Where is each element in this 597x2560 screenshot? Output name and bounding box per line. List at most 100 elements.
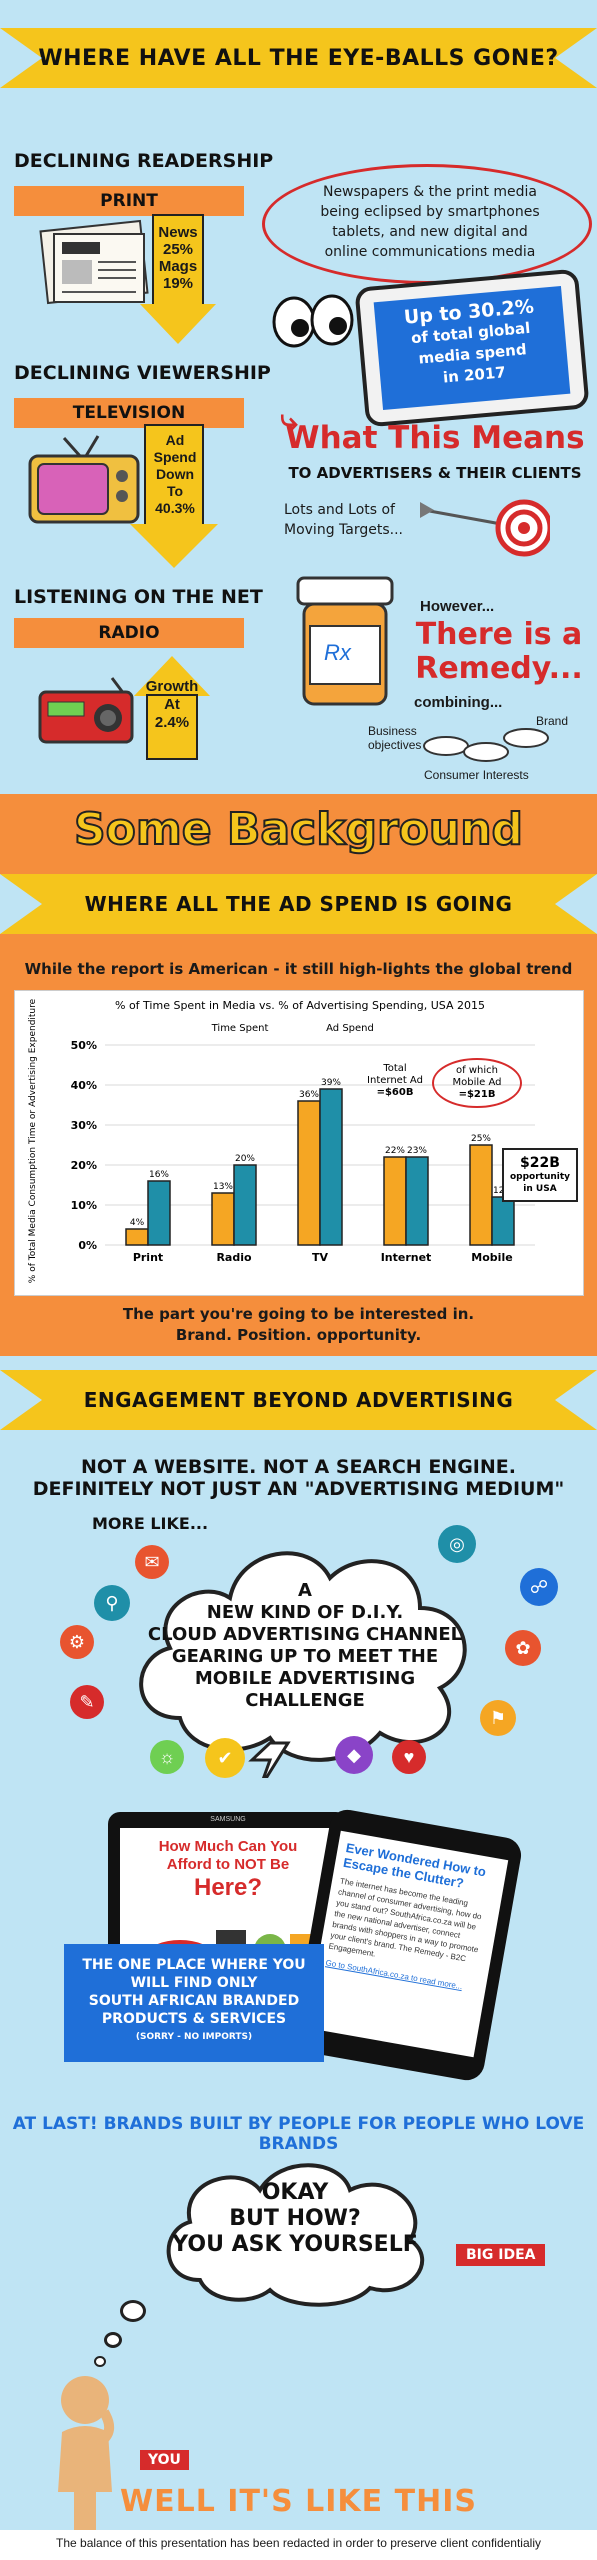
eyes-icon <box>270 290 360 350</box>
gear-icon: ⚙ <box>60 1625 94 1659</box>
page-title: WHERE HAVE ALL THE EYE-BALLS GONE? <box>38 45 559 71</box>
tv-stat-line: To <box>166 483 184 499</box>
callout-line: online communications media <box>324 244 536 260</box>
one-place-line: PRODUCTS & SERVICES <box>101 2011 287 2027</box>
legend-series-label: Time Spent <box>211 1023 269 1034</box>
phone-display: Ever Wondered How to Escape the Clutter?… <box>306 1830 509 2058</box>
print-tab: PRINT <box>14 186 244 216</box>
targets-text: Lots and Lots of Moving Targets... <box>284 500 403 540</box>
tag-icon: ⚑ <box>480 1700 516 1736</box>
targets-line: Moving Targets... <box>284 522 403 538</box>
thought-bubble-large <box>120 2300 146 2322</box>
tablet-brand: SAMSUNG <box>210 1816 246 1823</box>
tv-icon <box>24 430 144 530</box>
chart-data-label: 20% <box>235 1154 255 1164</box>
engagement-line: DEFINITELY NOT JUST AN "ADVERTISING MEDI… <box>32 1478 565 1500</box>
chart-bar <box>405 1156 429 1246</box>
thought-line: BUT HOW? <box>229 2206 361 2231</box>
tv-tab: TELEVISION <box>14 398 244 428</box>
radio-heading: LISTENING ON THE NET <box>14 586 263 608</box>
chart-annotation-opportunity: $22B <box>520 1155 560 1171</box>
red-arrow-icon: ⤷ <box>280 402 298 438</box>
tv-stat-line: Ad <box>165 432 185 448</box>
big-idea-tag: BIG IDEA <box>456 2244 546 2266</box>
business-label-line: Business <box>368 724 417 738</box>
engagement-banner: ENGAGEMENT BEYOND ADVERTISING <box>0 1370 597 1430</box>
chart-y-tick-label: 50% <box>71 1039 97 1052</box>
one-place-text: THE ONE PLACE WHERE YOU WILL FIND ONLY S… <box>64 1956 324 2046</box>
handshake-icon: ✔ <box>205 1738 245 1778</box>
cart-icon: ☍ <box>520 1568 558 1606</box>
thought-bubble-mid <box>104 2332 122 2348</box>
chart-data-label: 22% <box>385 1146 405 1156</box>
background-title: Some Background <box>73 803 524 856</box>
tv-stat-line: Spend <box>153 449 197 465</box>
thought-bubble-small <box>94 2356 106 2367</box>
chart-x-tick-label: Internet <box>381 1251 432 1264</box>
thought-cloud <box>150 2150 440 2310</box>
thought-line: YOU ASK YOURSELF <box>172 2232 418 2257</box>
however-text: However... <box>420 598 495 615</box>
bulb-icon: ☼ <box>150 1740 184 1774</box>
brands-line: AT LAST! BRANDS BUILT BY PEOPLE FOR PEOP… <box>12 2114 585 2154</box>
chart-data-label: 25% <box>471 1134 491 1144</box>
chart-y-tick-label: 30% <box>71 1119 97 1132</box>
chart-annotation-oval <box>432 1058 522 1108</box>
chart-bar <box>233 1164 257 1246</box>
chart-y-tick-label: 20% <box>71 1159 97 1172</box>
closing-title: WELL IT'S LIKE THIS <box>120 2484 477 2519</box>
print-decline-arrow <box>152 214 204 306</box>
chart-title: % of Time Spent in Media vs. % of Advert… <box>115 999 485 1012</box>
tv-heading: DECLINING VIEWERSHIP <box>14 362 271 384</box>
chart-data-label: 13% <box>213 1182 233 1192</box>
chart-data-label: 4% <box>130 1218 145 1228</box>
chart-annotation-opportunity: opportunity <box>510 1172 570 1182</box>
one-place-line: THE ONE PLACE WHERE YOU <box>82 1957 306 1973</box>
radio-stat-line: Growth <box>145 678 199 695</box>
chart-annotation-opportunity: in USA <box>523 1184 556 1194</box>
tablet-question-line: Afford to NOT Be <box>166 1856 290 1873</box>
pill-bottle-icon: Rx <box>290 570 400 710</box>
tv-arrow-head <box>130 524 218 568</box>
chart-x-tick-label: TV <box>312 1251 329 1264</box>
combining-text: combining... <box>414 694 503 711</box>
cloud-line: MOBILE ADVERTISING CHALLENGE <box>194 1668 416 1711</box>
tablet-screen: Up to 30.2% of total global media spend … <box>373 286 571 410</box>
engagement-intro: NOT A WEBSITE. NOT A SEARCH ENGINE. DEFI… <box>0 1456 597 1500</box>
radio-stat-line: 2.4% <box>154 714 190 731</box>
one-place-box: THE ONE PLACE WHERE YOU WILL FIND ONLY S… <box>64 1944 324 2062</box>
brand-label: Brand <box>536 714 569 728</box>
chart-opportunity-box <box>502 1148 578 1202</box>
chart-annotation-mobile: Mobile Ad <box>453 1077 502 1088</box>
phone-device: Ever Wondered How to Escape the Clutter?… <box>290 1807 524 2083</box>
callout-line: tablets, and new digital and <box>332 224 528 240</box>
you-tag: YOU <box>140 2450 189 2470</box>
thinking-person-figure <box>40 2372 130 2542</box>
adspend-banner: WHERE ALL THE AD SPEND IS GOING <box>0 874 597 934</box>
cloud-line: CLOUD ADVERTISING CHANNEL <box>147 1624 463 1645</box>
chart-annotation-mobile: =$21B <box>459 1089 496 1100</box>
target-icon <box>420 490 553 560</box>
print-stat-line: News <box>158 224 198 241</box>
print-stats: News 25% Mags 19% <box>152 224 204 292</box>
chart-data-label: 23% <box>407 1146 427 1156</box>
header-banner: WHERE HAVE ALL THE EYE-BALLS GONE? <box>0 28 597 88</box>
chart-bar <box>383 1156 407 1246</box>
tv-stats: Ad Spend Down To 40.3% <box>140 432 210 517</box>
background-band <box>0 794 597 866</box>
newspaper-icon <box>38 218 153 308</box>
callout-line: being eclipsed by smartphones <box>320 204 540 220</box>
thought-line: OKAY <box>261 2180 329 2205</box>
chart-annotation-internet: =$60B <box>377 1087 414 1098</box>
chart-y-tick-label: 10% <box>71 1199 97 1212</box>
one-place-line: WILL FIND ONLY <box>130 1975 258 1991</box>
pills-icon <box>420 716 560 762</box>
tv-decline-arrow <box>144 424 204 526</box>
megaphone-icon: ✉ <box>135 1545 169 1579</box>
remedy-title: There is a Remedy... <box>404 618 594 686</box>
remedy-title-line: There is a <box>415 617 583 652</box>
adspend-footer-line: Brand. Position. opportunity. <box>175 1326 422 1344</box>
engagement-banner-label: ENGAGEMENT BEYOND ADVERTISING <box>83 1388 514 1412</box>
chart-annotation-internet: Internet Ad <box>367 1075 423 1086</box>
business-label: Business objectives <box>368 724 421 752</box>
